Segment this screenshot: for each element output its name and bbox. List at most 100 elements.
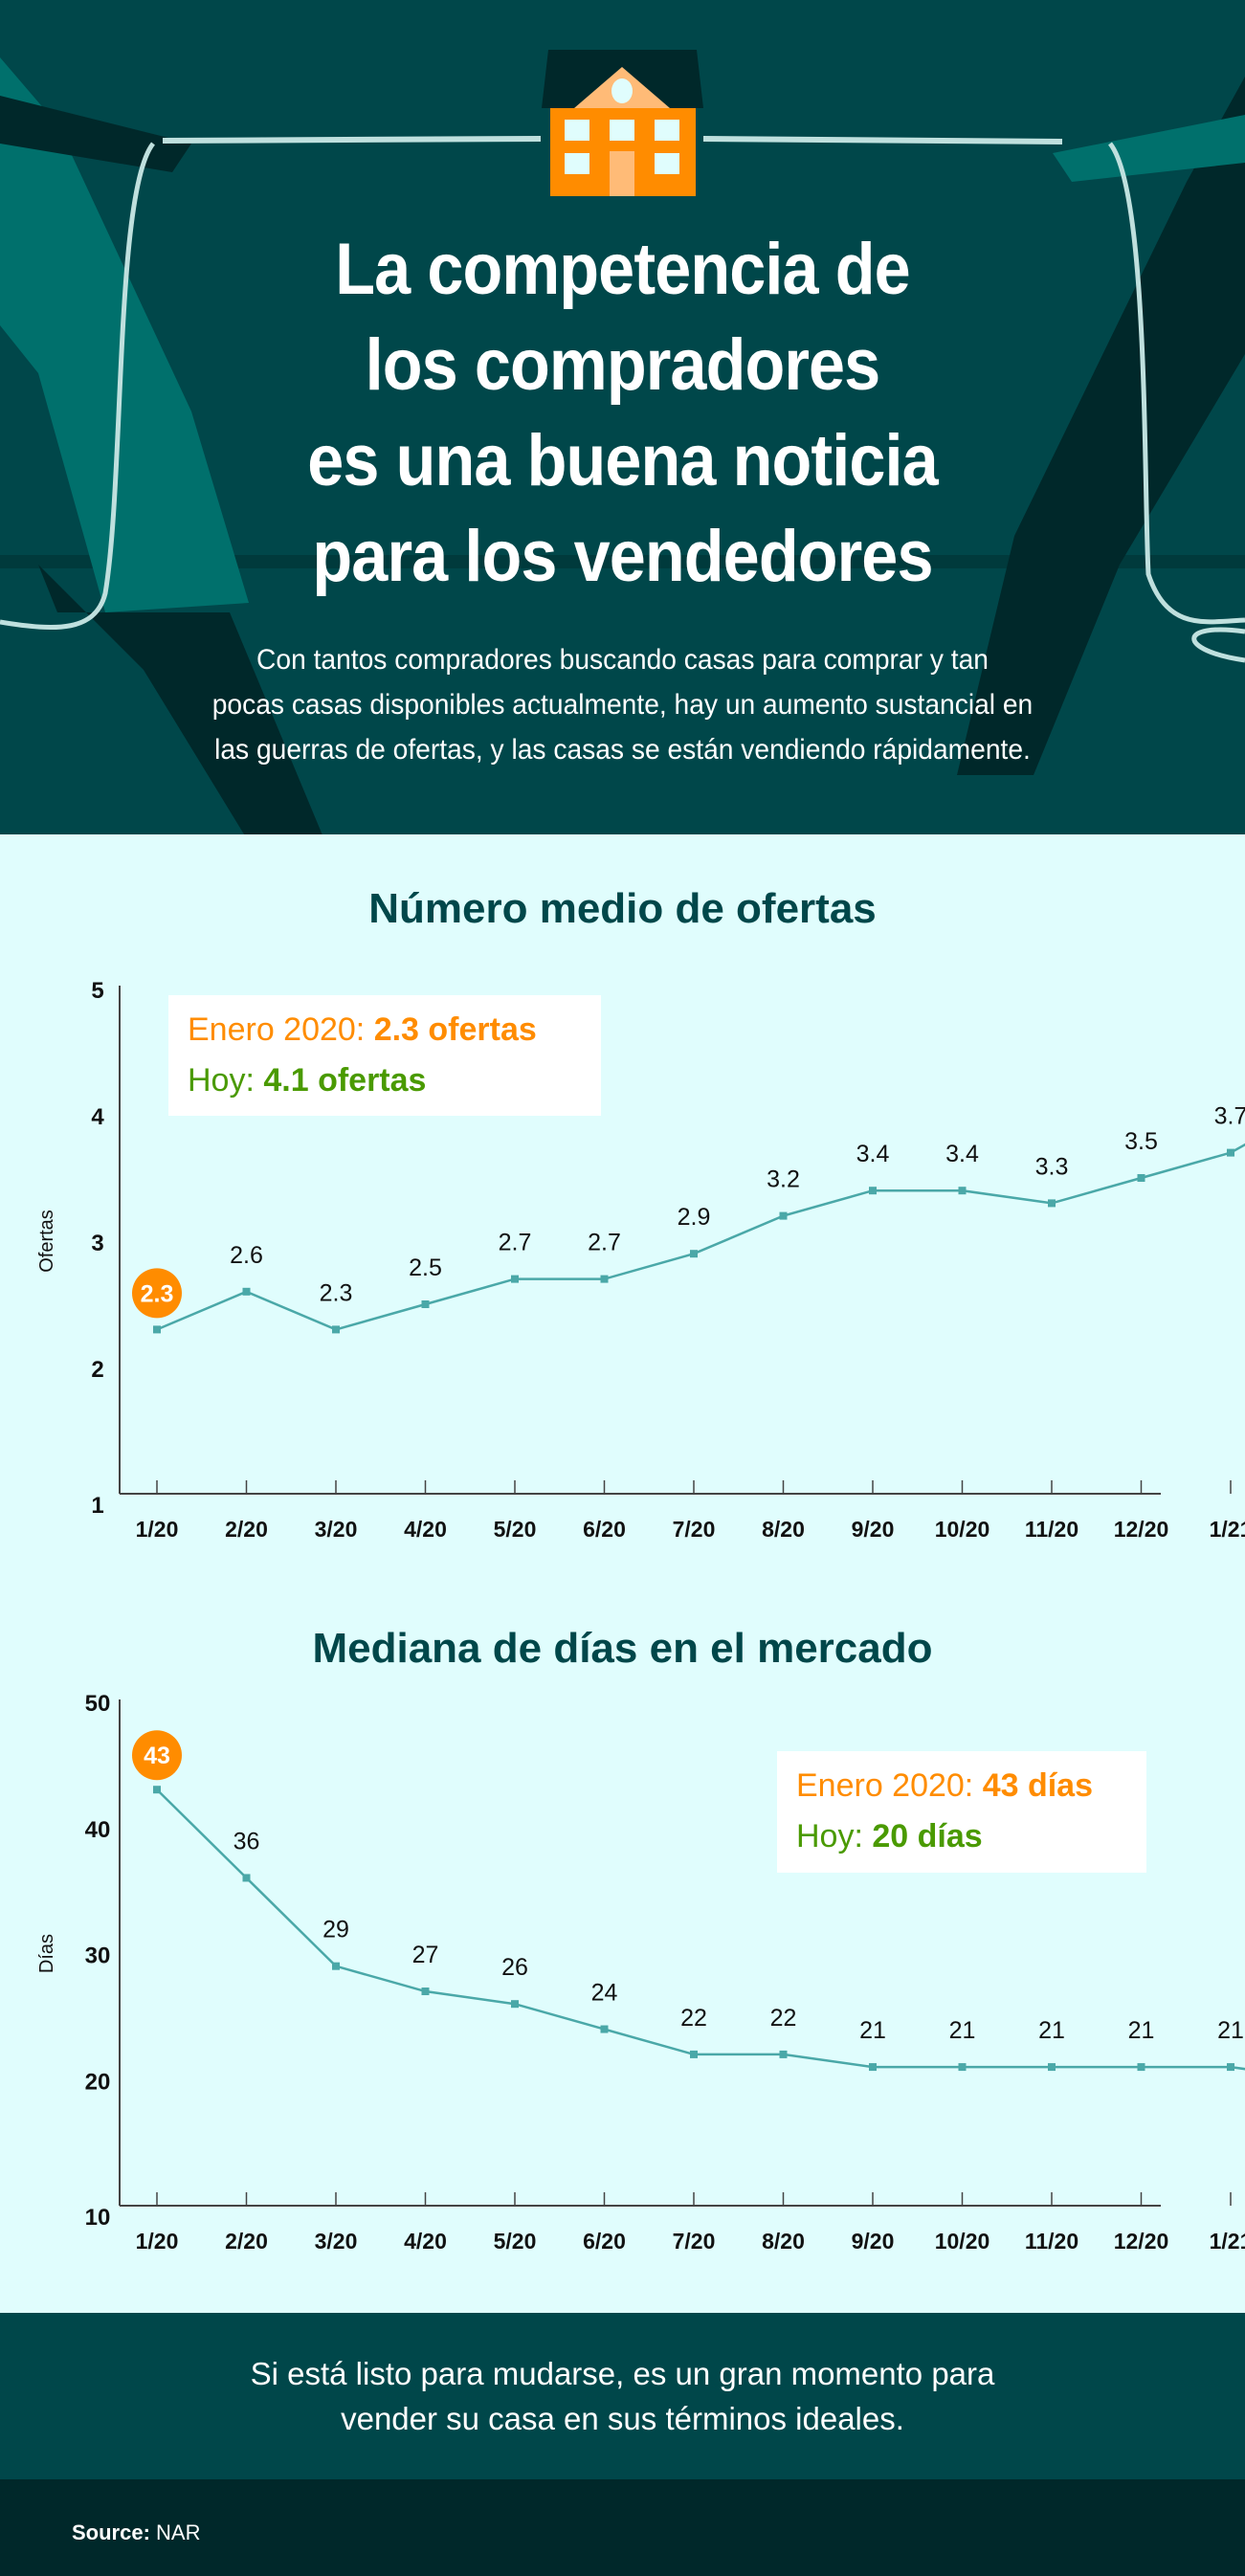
subtitle: Con tantos compradores buscando casas pa…: [127, 637, 1118, 772]
legend-start-value: 43 días: [982, 1767, 1094, 1804]
left-figure-legs: [38, 565, 322, 834]
data-label: 2.6: [230, 1242, 263, 1269]
data-point: [153, 1786, 161, 1794]
data-point: [242, 1287, 251, 1296]
legend-today-label: Hoy:: [796, 1818, 873, 1854]
x-tick-label: 7/20: [673, 2229, 716, 2254]
data-label: 3.4: [856, 1141, 890, 1167]
cta-line: vender su casa en sus términos ideales.: [341, 2401, 904, 2436]
data-label: 2.7: [499, 1230, 532, 1256]
page-title: La competencia de los compradores es una…: [62, 222, 1183, 605]
data-point: [421, 1988, 430, 1996]
legend-start-value: 2.3 ofertas: [373, 1011, 537, 1048]
subtitle-line: Con tantos compradores buscando casas pa…: [256, 644, 989, 676]
data-label: 22: [680, 2005, 707, 2032]
x-tick-label: 10/20: [935, 1517, 990, 1542]
data-point: [779, 1211, 788, 1220]
legend-start-label: Enero 2020:: [188, 1011, 374, 1048]
title-line: es una buena noticia: [307, 420, 938, 501]
data-point: [153, 1325, 161, 1334]
legend-offers: Enero 2020: 2.3 ofertas Hoy: 4.1 ofertas: [168, 995, 601, 1116]
data-point: [600, 2025, 609, 2033]
data-label: 21: [859, 2017, 886, 2044]
data-point: [242, 1874, 251, 1882]
data-label: 2.3: [320, 1279, 353, 1306]
x-tick-label: 9/20: [852, 2229, 895, 2254]
data-point: [511, 2000, 519, 2009]
y-tick-label: 50: [85, 1691, 111, 1717]
data-label: 2.9: [678, 1204, 711, 1231]
data-label: 3.4: [945, 1141, 979, 1167]
x-tick-label: 1/21: [1210, 1517, 1245, 1542]
x-tick-label: 3/20: [315, 2229, 358, 2254]
cta-line: Si está listo para mudarse, es un gran m…: [250, 2356, 995, 2391]
data-label: 3.7: [1214, 1103, 1245, 1130]
x-tick-label: 7/20: [673, 1517, 716, 1542]
y-tick-label: 2: [91, 1357, 103, 1383]
title-line: para los vendedores: [312, 516, 933, 597]
x-tick-label: 11/20: [1025, 2229, 1078, 2254]
data-point: [421, 1300, 430, 1308]
subtitle-line: las guerras de ofertas, y las casas se e…: [214, 734, 1031, 766]
data-label: 27: [412, 1942, 439, 1968]
source-value: NAR: [149, 2520, 201, 2544]
series-line: [156, 1788, 1245, 2071]
data-point: [690, 2050, 698, 2058]
x-tick-label: 6/20: [583, 2229, 626, 2254]
data-point: [958, 2063, 967, 2072]
start-value-badge-label: 2.3: [141, 1280, 174, 1307]
x-tick-label: 9/20: [852, 1517, 895, 1542]
start-value-badge-label: 43: [144, 1743, 170, 1769]
data-label: 22: [770, 2005, 797, 2032]
house-icon: [542, 50, 703, 196]
y-tick-label: 1: [91, 1493, 103, 1519]
data-label: 2.7: [588, 1230, 621, 1256]
x-tick-label: 2/20: [225, 1517, 268, 1542]
y-tick-label: 40: [85, 1817, 111, 1843]
data-label: 36: [233, 1828, 260, 1854]
x-tick-label: 5/20: [494, 1517, 537, 1542]
x-tick-label: 8/20: [762, 1517, 805, 1542]
x-tick-label: 8/20: [762, 2229, 805, 2254]
data-point: [600, 1275, 609, 1283]
data-point: [779, 2050, 788, 2058]
x-tick-label: 11/20: [1025, 1517, 1078, 1542]
y-tick-label: 10: [85, 2205, 111, 2231]
data-label: 24: [591, 1980, 618, 2007]
title-line: La competencia de: [335, 229, 910, 310]
rope: [162, 136, 1063, 144]
data-point: [511, 1275, 519, 1283]
data-point: [869, 1187, 877, 1195]
start-value-badge: [132, 1730, 182, 1781]
data-label: 21: [1128, 2017, 1155, 2044]
data-point: [690, 1250, 698, 1258]
data-label: 21: [1217, 2017, 1244, 2044]
right-figure-body: [957, 77, 1245, 775]
chart-title-offers: Número medio de ofertas: [368, 885, 877, 932]
y-tick-label: 4: [91, 1104, 104, 1130]
left-figure-arm: [0, 96, 191, 172]
y-axis-label: Días: [36, 1934, 57, 1973]
start-value-badge: [132, 1268, 182, 1319]
subtitle-line: pocas casas disponibles actualmente, hay…: [211, 689, 1034, 721]
data-point: [332, 1962, 340, 1970]
data-point: [1227, 2063, 1234, 2072]
data-label: 21: [1038, 2017, 1065, 2044]
y-tick-label: 30: [85, 1943, 111, 1969]
x-tick-label: 3/20: [315, 1517, 358, 1542]
data-point: [332, 1325, 340, 1334]
title-line: los compradores: [365, 324, 881, 406]
data-point: [869, 2063, 877, 2072]
x-tick-label: 2/20: [225, 2229, 268, 2254]
data-point: [1048, 2063, 1056, 2072]
x-tick-label: 4/20: [404, 1517, 447, 1542]
x-tick-label: 12/20: [1114, 2229, 1169, 2254]
data-label: 3.2: [767, 1166, 800, 1193]
x-tick-label: 1/20: [136, 2229, 179, 2254]
call-to-action: Si está listo para mudarse, es un gran m…: [0, 2313, 1245, 2479]
data-label: 3.5: [1124, 1128, 1158, 1155]
tug-of-war-illustration: [0, 50, 1245, 834]
legend-today-value: 20 días: [872, 1818, 983, 1854]
data-label: 2.5: [409, 1255, 442, 1281]
